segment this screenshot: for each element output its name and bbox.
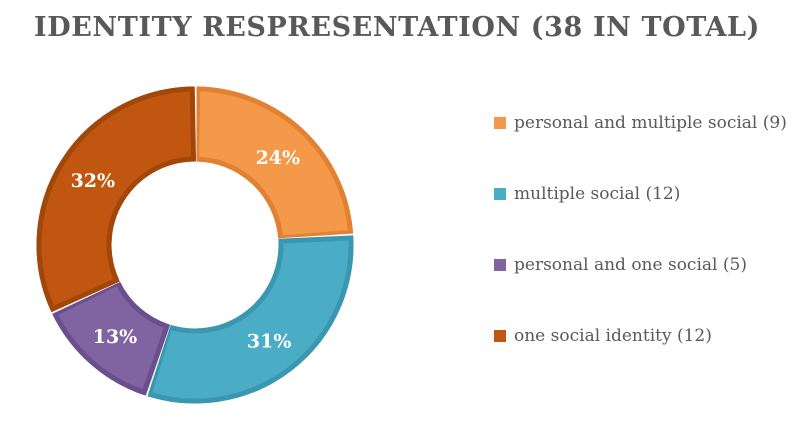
donut-slice — [143, 233, 357, 407]
legend-item: one social identity (12) — [494, 323, 712, 349]
legend-label: personal and multiple social (9) — [514, 113, 787, 133]
donut-slice — [193, 83, 357, 242]
legend-label: one social identity (12) — [514, 326, 712, 346]
legend-label: personal and one social (5) — [514, 255, 747, 275]
donut-slice-edge — [36, 86, 197, 313]
legend-swatch — [494, 330, 506, 342]
donut-slices — [33, 83, 357, 407]
legend-swatch — [494, 188, 506, 200]
legend-item: multiple social (12) — [494, 181, 680, 207]
legend-swatch — [494, 117, 506, 129]
legend-item: personal and one social (5) — [494, 252, 747, 278]
slice-data-label: 32% — [71, 170, 116, 192]
donut-slice-edge — [193, 86, 354, 241]
slice-data-label: 31% — [247, 331, 292, 353]
donut-slice-edge — [146, 235, 354, 404]
legend-item: personal and multiple social (9) — [494, 110, 787, 136]
chart-title: IDENTITY RESPRESENTATION (38 IN TOTAL) — [34, 12, 760, 43]
legend-swatch — [494, 259, 506, 271]
donut-slice-edge — [51, 279, 171, 396]
slice-data-label: 13% — [93, 326, 138, 348]
slice-data-label: 24% — [256, 147, 301, 169]
donut-data-labels: 24% 31% 13% 32% — [71, 147, 300, 353]
legend-label: multiple social (12) — [514, 184, 681, 204]
